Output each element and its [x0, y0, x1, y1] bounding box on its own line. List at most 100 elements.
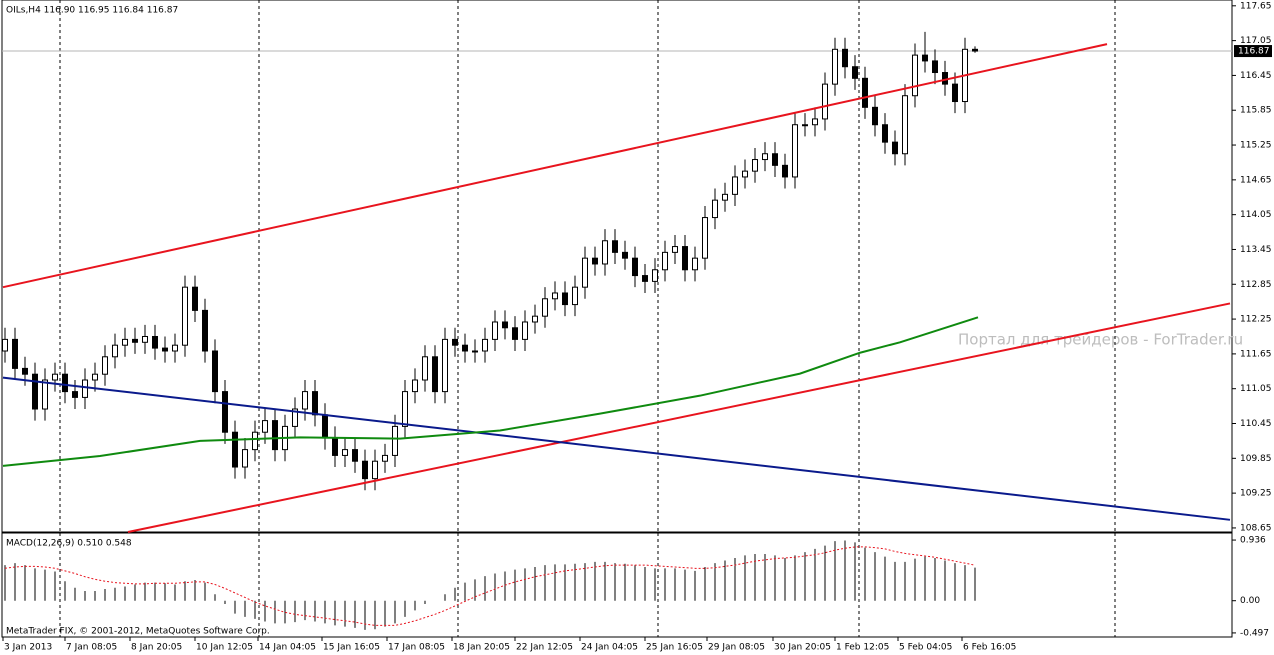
candle-body	[772, 153, 778, 166]
candle-body	[32, 373, 38, 410]
y-tick-label: 109.85	[1240, 454, 1272, 464]
candle-body	[102, 356, 108, 375]
candle-body	[642, 275, 648, 282]
candle-body	[922, 54, 928, 62]
candle-body	[212, 350, 218, 393]
candle-body	[422, 356, 428, 381]
candle-body	[42, 379, 48, 410]
candle-body	[892, 141, 898, 155]
candle-body	[2, 338, 8, 352]
candle-body	[352, 449, 358, 462]
candle-body	[722, 193, 728, 201]
x-tick-label: 14 Jan 04:05	[259, 643, 316, 653]
candle-body	[572, 286, 578, 306]
candle-body	[402, 391, 408, 427]
x-tick-label: 3 Jan 2013	[4, 643, 52, 653]
y-tick-label: 110.45	[1240, 419, 1272, 429]
candle-body	[612, 240, 618, 253]
candle-body	[72, 391, 78, 398]
macd-header: MACD(12,26,9) 0.510 0.548	[6, 539, 132, 549]
candle-body	[382, 454, 388, 462]
y-tick-label: 111.05	[1240, 384, 1272, 394]
candle-body	[972, 48, 978, 52]
candle-body	[482, 338, 488, 352]
x-tick-label: 18 Jan 20:05	[453, 643, 510, 653]
candle-body	[852, 66, 858, 79]
y-tick-label: 109.25	[1240, 489, 1272, 499]
last-price-label: 116.87	[1238, 47, 1270, 57]
candle-body	[392, 425, 398, 456]
candle-body	[862, 77, 868, 108]
overlay-line	[127, 302, 1231, 533]
candle-body	[322, 414, 328, 439]
candle-body	[802, 124, 808, 127]
candle-body	[792, 124, 798, 178]
candle-body	[762, 153, 768, 161]
candle-body	[432, 356, 438, 393]
y-tick-label: 115.25	[1240, 141, 1272, 151]
candle-body	[342, 449, 348, 456]
candle-body	[62, 373, 68, 393]
y-tick-label: 0.936	[1240, 536, 1266, 546]
y-tick-label: 113.45	[1240, 245, 1272, 255]
candle-body	[552, 292, 558, 300]
x-tick-label: 22 Jan 12:05	[516, 643, 573, 653]
x-tick-label: 7 Jan 08:05	[66, 643, 117, 653]
candle-body	[902, 95, 908, 155]
candle-body	[742, 170, 748, 178]
candle-body	[152, 335, 158, 349]
candle-body	[672, 246, 678, 253]
macd-panel	[1, 532, 1233, 638]
candle-body	[162, 347, 168, 352]
candle-body	[12, 338, 18, 369]
candle-body	[192, 286, 198, 311]
candle-body	[82, 379, 88, 398]
candle-body	[842, 48, 848, 68]
candle-body	[602, 240, 608, 265]
y-tick-label: 117.65	[1240, 1, 1272, 11]
y-tick-label: 112.85	[1240, 280, 1272, 290]
x-tick-label: 6 Feb 16:05	[963, 643, 1016, 653]
x-tick-label: 30 Jan 20:05	[774, 643, 831, 653]
x-tick-label: 17 Jan 08:05	[388, 643, 445, 653]
candle-body	[632, 257, 638, 277]
x-tick-label: 1 Feb 12:05	[836, 643, 889, 653]
candle-body	[712, 199, 718, 219]
x-tick-label: 24 Jan 04:05	[581, 643, 638, 653]
candle-body	[22, 367, 28, 375]
candle-body	[752, 159, 758, 172]
candle-body	[692, 257, 698, 271]
candle-body	[782, 164, 788, 178]
candle-body	[492, 321, 498, 340]
candle-body	[222, 391, 228, 433]
x-tick-label: 10 Jan 12:05	[196, 643, 253, 653]
candle-body	[52, 373, 58, 381]
x-tick-label: 8 Jan 20:05	[131, 643, 182, 653]
x-tick-label: 15 Jan 16:05	[323, 643, 380, 653]
candle-body	[532, 315, 538, 323]
candle-body	[302, 391, 308, 410]
candle-body	[452, 338, 458, 346]
candle-body	[662, 251, 668, 271]
candle-body	[542, 298, 548, 317]
candle-body	[592, 257, 598, 265]
candle-body	[372, 460, 378, 480]
y-tick-label: 117.05	[1240, 36, 1272, 46]
candle-body	[812, 118, 818, 126]
candle-body	[442, 338, 448, 393]
candle-body	[472, 350, 478, 353]
candle-body	[232, 431, 238, 468]
last-price-box	[1234, 45, 1272, 58]
candle-body	[292, 408, 298, 427]
candle-body	[502, 321, 508, 329]
candle-body	[652, 269, 658, 282]
candle-body	[172, 344, 178, 352]
candle-body	[682, 246, 688, 271]
candle-body	[562, 292, 568, 306]
candle-body	[822, 83, 828, 120]
candle-body	[122, 338, 128, 346]
candle-body	[262, 420, 268, 433]
